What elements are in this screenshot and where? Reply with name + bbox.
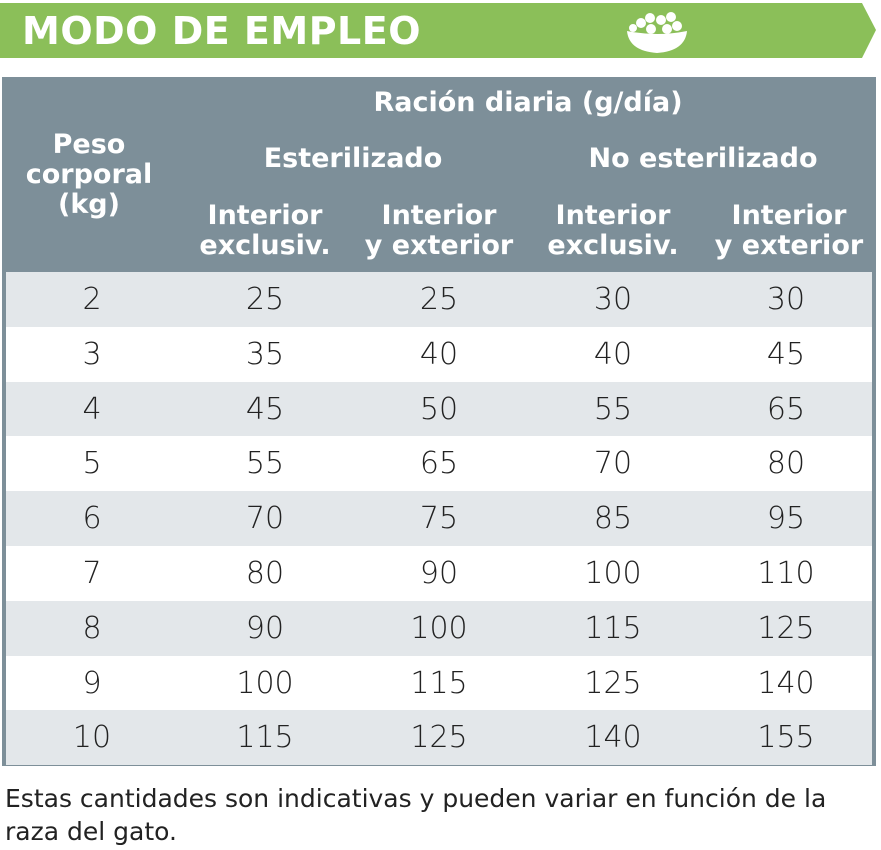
ration-cell: 50 <box>352 381 526 437</box>
daily-ration-header: Ración diaria (g/día) <box>180 77 876 129</box>
ration-cell: 75 <box>352 491 526 547</box>
footnote: Estas cantidades son indicativas y puede… <box>5 784 827 846</box>
weight-header: Peso corporal (kg) <box>2 77 176 272</box>
ration-cell: 45 <box>700 326 872 382</box>
feeding-table: Peso corporal (kg) Ración diaria (g/día) E… <box>2 77 876 766</box>
ration-cell: 70 <box>526 436 700 492</box>
ration-cell: 115 <box>526 600 700 656</box>
ration-cell: 25 <box>352 272 526 327</box>
ration-cell: 55 <box>526 381 700 437</box>
ration-cell: 100 <box>526 546 700 601</box>
ration-cell: 65 <box>352 436 526 492</box>
non-sterilized-header: No esterilizado <box>530 133 876 185</box>
ration-cell: 40 <box>352 326 526 382</box>
ration-cell: 45 <box>178 381 352 437</box>
ration-cell: 155 <box>700 710 872 766</box>
ration-cell: 90 <box>352 546 526 601</box>
ration-cell: 100 <box>178 655 352 711</box>
weight-cell: 8 <box>6 600 178 656</box>
ration-cell: 125 <box>352 710 526 766</box>
weight-cell: 10 <box>6 710 178 766</box>
ration-cell: 55 <box>178 436 352 492</box>
ration-cell: 85 <box>526 491 700 547</box>
weight-cell: 3 <box>6 326 178 382</box>
ration-cell: 100 <box>352 600 526 656</box>
ration-cell: 80 <box>178 546 352 601</box>
ration-cell: 25 <box>178 272 352 327</box>
title-banner: MODO DE EMPLEO <box>0 3 876 58</box>
weight-cell: 6 <box>6 491 178 547</box>
ration-cell: 125 <box>526 655 700 711</box>
weight-cell: 4 <box>6 381 178 437</box>
weight-cell: 5 <box>6 436 178 492</box>
ration-cell: 140 <box>700 655 872 711</box>
ration-cell: 70 <box>178 491 352 547</box>
ration-cell: 65 <box>700 381 872 437</box>
food-bowl-icon <box>627 12 687 53</box>
ration-cell: 115 <box>178 710 352 766</box>
column-header: Interior exclusiv. <box>180 189 350 272</box>
weight-cell: 9 <box>6 655 178 711</box>
column-header: Interior exclusiv. <box>528 189 698 272</box>
ration-cell: 40 <box>526 326 700 382</box>
ration-cell: 35 <box>178 326 352 382</box>
column-header: Interior y exterior <box>354 189 524 272</box>
weight-cell: 2 <box>6 272 178 327</box>
page-title: MODO DE EMPLEO <box>22 9 422 53</box>
ration-cell: 115 <box>352 655 526 711</box>
ration-cell: 125 <box>700 600 872 656</box>
ration-cell: 80 <box>700 436 872 492</box>
ration-cell: 30 <box>700 272 872 327</box>
ration-cell: 90 <box>178 600 352 656</box>
ration-cell: 30 <box>526 272 700 327</box>
ration-cell: 140 <box>526 710 700 766</box>
ration-cell: 95 <box>700 491 872 547</box>
ration-cell: 110 <box>700 546 872 601</box>
weight-cell: 7 <box>6 546 178 601</box>
column-header: Interior y exterior <box>702 189 876 272</box>
sterilized-header: Esterilizado <box>180 133 526 185</box>
